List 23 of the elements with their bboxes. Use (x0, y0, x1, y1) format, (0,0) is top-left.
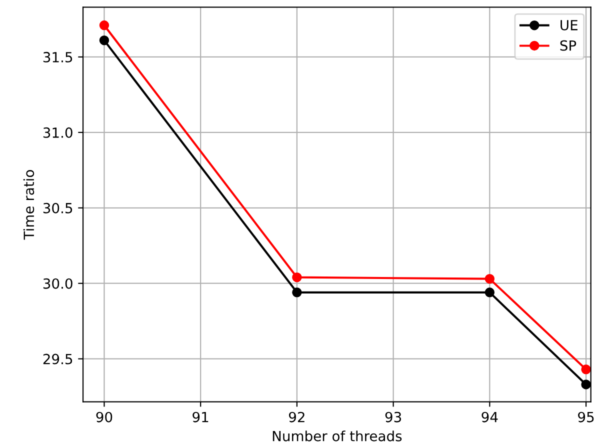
x-tick-label: 92 (288, 412, 304, 422)
x-axis-title: Number of threads (272, 430, 402, 442)
point (99, 20, 110, 30)
x-tick-label: 91 (192, 412, 208, 422)
x-tick-label: 94 (482, 412, 498, 422)
y-axis-title: Time ratio (23, 170, 34, 240)
point (292, 288, 302, 298)
legend-label: UE (560, 20, 578, 30)
point (484, 274, 495, 284)
y-tick-label: 31.0 (43, 127, 72, 138)
point (484, 288, 495, 298)
y-tick-label: 30.5 (43, 202, 72, 214)
point (581, 380, 591, 390)
point (99, 35, 110, 46)
x-tick-label: 90 (96, 412, 112, 422)
x-tick-label: 95 (578, 412, 594, 422)
y-tick-label: 29.5 (43, 354, 72, 364)
y-tick-label: 31.5 (43, 52, 72, 62)
point (292, 272, 302, 282)
legend-label: SP (560, 40, 576, 51)
point (581, 364, 591, 374)
x-tick-label: 93 (385, 412, 402, 422)
y-tick-label: 30.0 (43, 278, 72, 289)
